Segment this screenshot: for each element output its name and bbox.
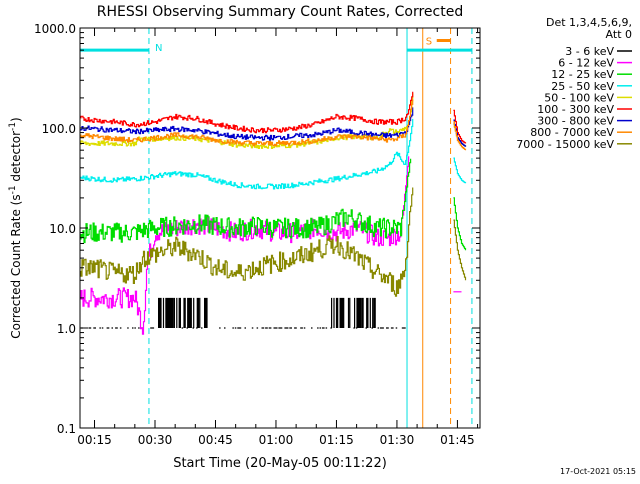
legend-header-line2: Att 0	[606, 28, 632, 41]
legend-label: 7000 - 15000 keV	[516, 138, 614, 151]
series-line	[453, 219, 467, 281]
y-tick-label: 10.0	[49, 222, 76, 236]
y-axis-label-end: )	[9, 117, 23, 122]
series-line	[80, 118, 414, 190]
series-line	[453, 109, 467, 144]
legend-label: 100 - 300 keV	[537, 103, 614, 116]
series-line	[453, 197, 467, 251]
legend-header-line1: Det 1,3,4,5,6,9,	[546, 16, 632, 29]
x-tick-label: 01:00	[259, 433, 294, 447]
x-tick-label: 00:45	[198, 433, 233, 447]
x-axis-label: Start Time (20-May-05 00:11:22)	[173, 456, 387, 471]
night-bar-label: N	[155, 43, 162, 54]
y-tick-label: 1.0	[57, 322, 76, 336]
legend-label: 25 - 50 keV	[551, 80, 614, 93]
series-line	[453, 157, 467, 184]
legend-label: 3 - 6 keV	[565, 45, 614, 58]
legend-label: 800 - 7000 keV	[530, 126, 614, 139]
series-line	[453, 121, 467, 151]
series-line	[80, 99, 414, 147]
axes: 0.1 1.0 10.0 100.0 1000.0 00:15 00:30 00:45 01:0…	[34, 22, 480, 447]
footer-timestamp: 17-Oct-2021 05:15	[560, 467, 636, 476]
series-line	[80, 91, 414, 134]
y-axis-label-main: Corrected Count Rate (s	[9, 194, 23, 338]
legend-label: 12 - 25 keV	[551, 68, 614, 81]
y-axis-label-mid: detector	[9, 131, 23, 186]
x-tick-label: 01:45	[440, 433, 475, 447]
x-tick-label: 00:30	[138, 433, 173, 447]
plot-area: NS	[80, 28, 473, 428]
y-axis-label: Corrected Count Rate (s-1 detector-1)	[8, 117, 23, 338]
x-tick-label: 01:15	[319, 433, 354, 447]
y-tick-label: 1000.0	[34, 22, 76, 36]
x-tick-label: 01:30	[380, 433, 415, 447]
x-tick-label: 00:15	[77, 433, 112, 447]
chart-title: RHESSI Observing Summary Count Rates, Co…	[97, 4, 463, 20]
y-tick-label: 100.0	[42, 122, 76, 136]
y-axis-label-exp2: -1	[8, 122, 18, 131]
y-tick-label: 0.1	[57, 422, 76, 436]
legend-label: 300 - 800 keV	[537, 115, 614, 128]
series-line	[80, 187, 414, 297]
legend-label: 50 - 100 keV	[544, 91, 614, 104]
legend-label: 6 - 12 keV	[558, 57, 614, 70]
y-axis-label-exp1: -1	[8, 185, 18, 194]
series-line	[80, 158, 412, 244]
saa-bar-label: S	[426, 36, 432, 47]
